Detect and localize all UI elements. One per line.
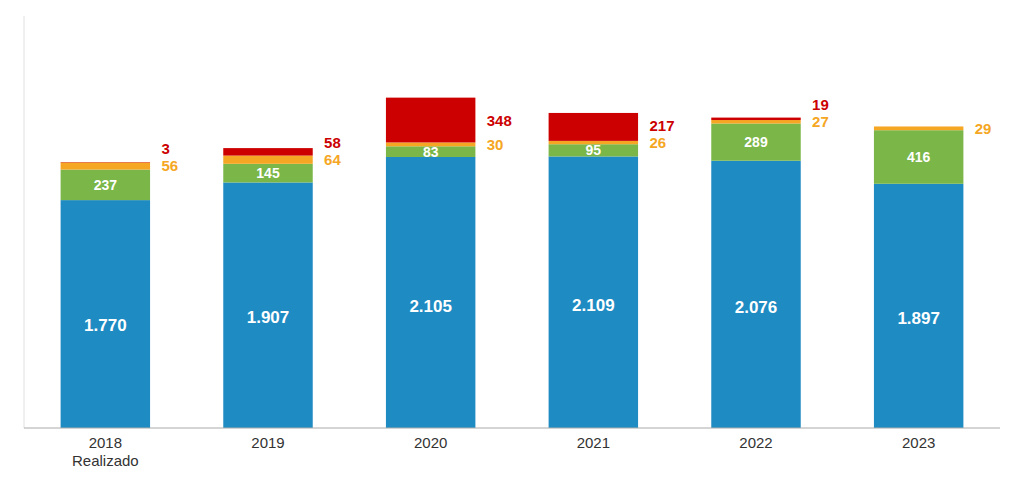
x-tick-label: 2022 <box>739 434 772 451</box>
data-label: 348 <box>487 112 512 129</box>
bar-segment <box>223 164 312 183</box>
bar-segment <box>386 98 475 143</box>
bar-segment <box>874 126 963 130</box>
data-label: 217 <box>649 117 674 134</box>
data-labels: 1.770 237 563 1.907 145 6458 2.105 83 30 348 2.109… <box>84 96 991 335</box>
x-tick-label: 2023 <box>902 434 935 451</box>
bar-segment <box>61 170 150 201</box>
data-label: 2.105 <box>409 297 452 316</box>
bar-segment <box>61 162 150 169</box>
bar-segment <box>61 162 150 163</box>
chart-svg: 1.770 237 563 1.907 145 6458 2.105 83 30 348 2.109… <box>0 0 1024 484</box>
data-label: 1.907 <box>247 308 290 327</box>
data-label: 95 <box>586 142 602 158</box>
data-label: 64 <box>324 151 341 168</box>
bar-segment <box>549 113 638 141</box>
data-label: 2.109 <box>572 296 615 315</box>
bar-segment <box>386 157 475 428</box>
bar-segment <box>711 118 800 120</box>
bars <box>61 98 964 428</box>
data-label: 1.770 <box>84 316 127 335</box>
data-label: 237 <box>94 177 118 193</box>
data-label: 29 <box>975 120 992 137</box>
data-label: 416 <box>907 149 931 165</box>
data-label: 56 <box>161 157 178 174</box>
x-axis-line <box>24 428 1000 429</box>
data-label: 1.897 <box>897 309 940 328</box>
chart-container: 1.770 237 563 1.907 145 6458 2.105 83 30 348 2.109… <box>0 0 1024 484</box>
x-tick-label: 2021 <box>577 434 610 451</box>
bar-segment <box>549 156 638 428</box>
bar-segment <box>711 161 800 428</box>
bar-segment <box>223 182 312 428</box>
data-label: 27 <box>812 113 829 130</box>
data-label: 145 <box>256 165 280 181</box>
data-label: 83 <box>423 144 439 160</box>
x-tick-labels: 2018Realizado 2019 2020 2021 2022 2023 <box>72 434 935 469</box>
y-axis-line <box>24 16 25 428</box>
bar-segment <box>874 184 963 428</box>
bar-segment <box>61 200 150 428</box>
data-label: 19 <box>812 96 829 113</box>
data-label: 58 <box>324 134 341 151</box>
data-label: 30 <box>487 136 504 153</box>
bar-segment <box>874 130 963 184</box>
bar-segment <box>223 156 312 164</box>
x-tick-label: 2020 <box>414 434 447 451</box>
bar-segment <box>711 124 800 161</box>
bar-segment <box>874 126 963 127</box>
x-tick-label: 2018Realizado <box>72 434 139 469</box>
x-tick-label: 2019 <box>251 434 284 451</box>
data-label: 2.076 <box>735 298 778 317</box>
data-label: 3 <box>161 140 169 157</box>
data-label: 26 <box>649 134 666 151</box>
data-label: 289 <box>744 134 768 150</box>
bar-segment <box>223 148 312 155</box>
bar-segment <box>711 120 800 123</box>
